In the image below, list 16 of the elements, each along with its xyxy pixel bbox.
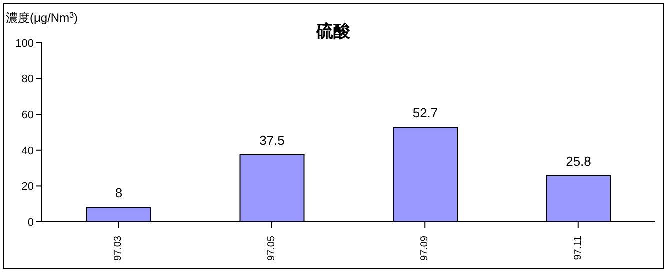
y-tick-label: 40 [22, 145, 34, 158]
chart-title: 硫酸 [316, 22, 350, 41]
x-tick-label: 97.09 [420, 236, 431, 262]
y-tick-label: 20 [22, 181, 34, 194]
x-tick-label: 97.05 [266, 236, 278, 262]
y-tick-label: 0 [28, 216, 34, 229]
data-label: 52.7 [412, 106, 438, 121]
x-tick-label: 97.11 [572, 236, 584, 260]
y-tick-label: 60 [22, 110, 34, 122]
y-tick-label: 100 [16, 38, 34, 50]
data-label: 37.5 [260, 132, 285, 148]
data-label: 25.8 [566, 154, 592, 169]
data-label: 8 [115, 186, 123, 201]
x-tick-label: 97.03 [113, 236, 124, 262]
y-tick-label: 80 [22, 74, 34, 86]
y-axis-title: 濃度(μg/Nm$^{3}$) [6, 10, 78, 25]
